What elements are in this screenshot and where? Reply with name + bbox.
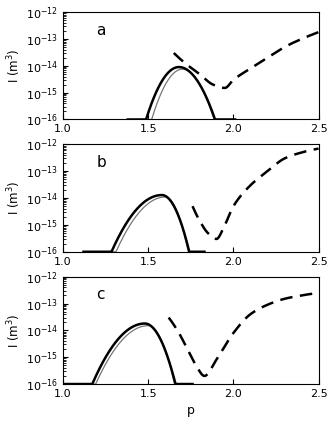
Y-axis label: I (m$^3$): I (m$^3$) [6,181,23,215]
Y-axis label: I (m$^3$): I (m$^3$) [6,313,23,348]
Text: c: c [96,287,105,302]
X-axis label: p: p [187,404,195,418]
Text: b: b [96,155,106,170]
Y-axis label: I (m$^3$): I (m$^3$) [6,49,23,83]
Text: a: a [96,23,106,38]
